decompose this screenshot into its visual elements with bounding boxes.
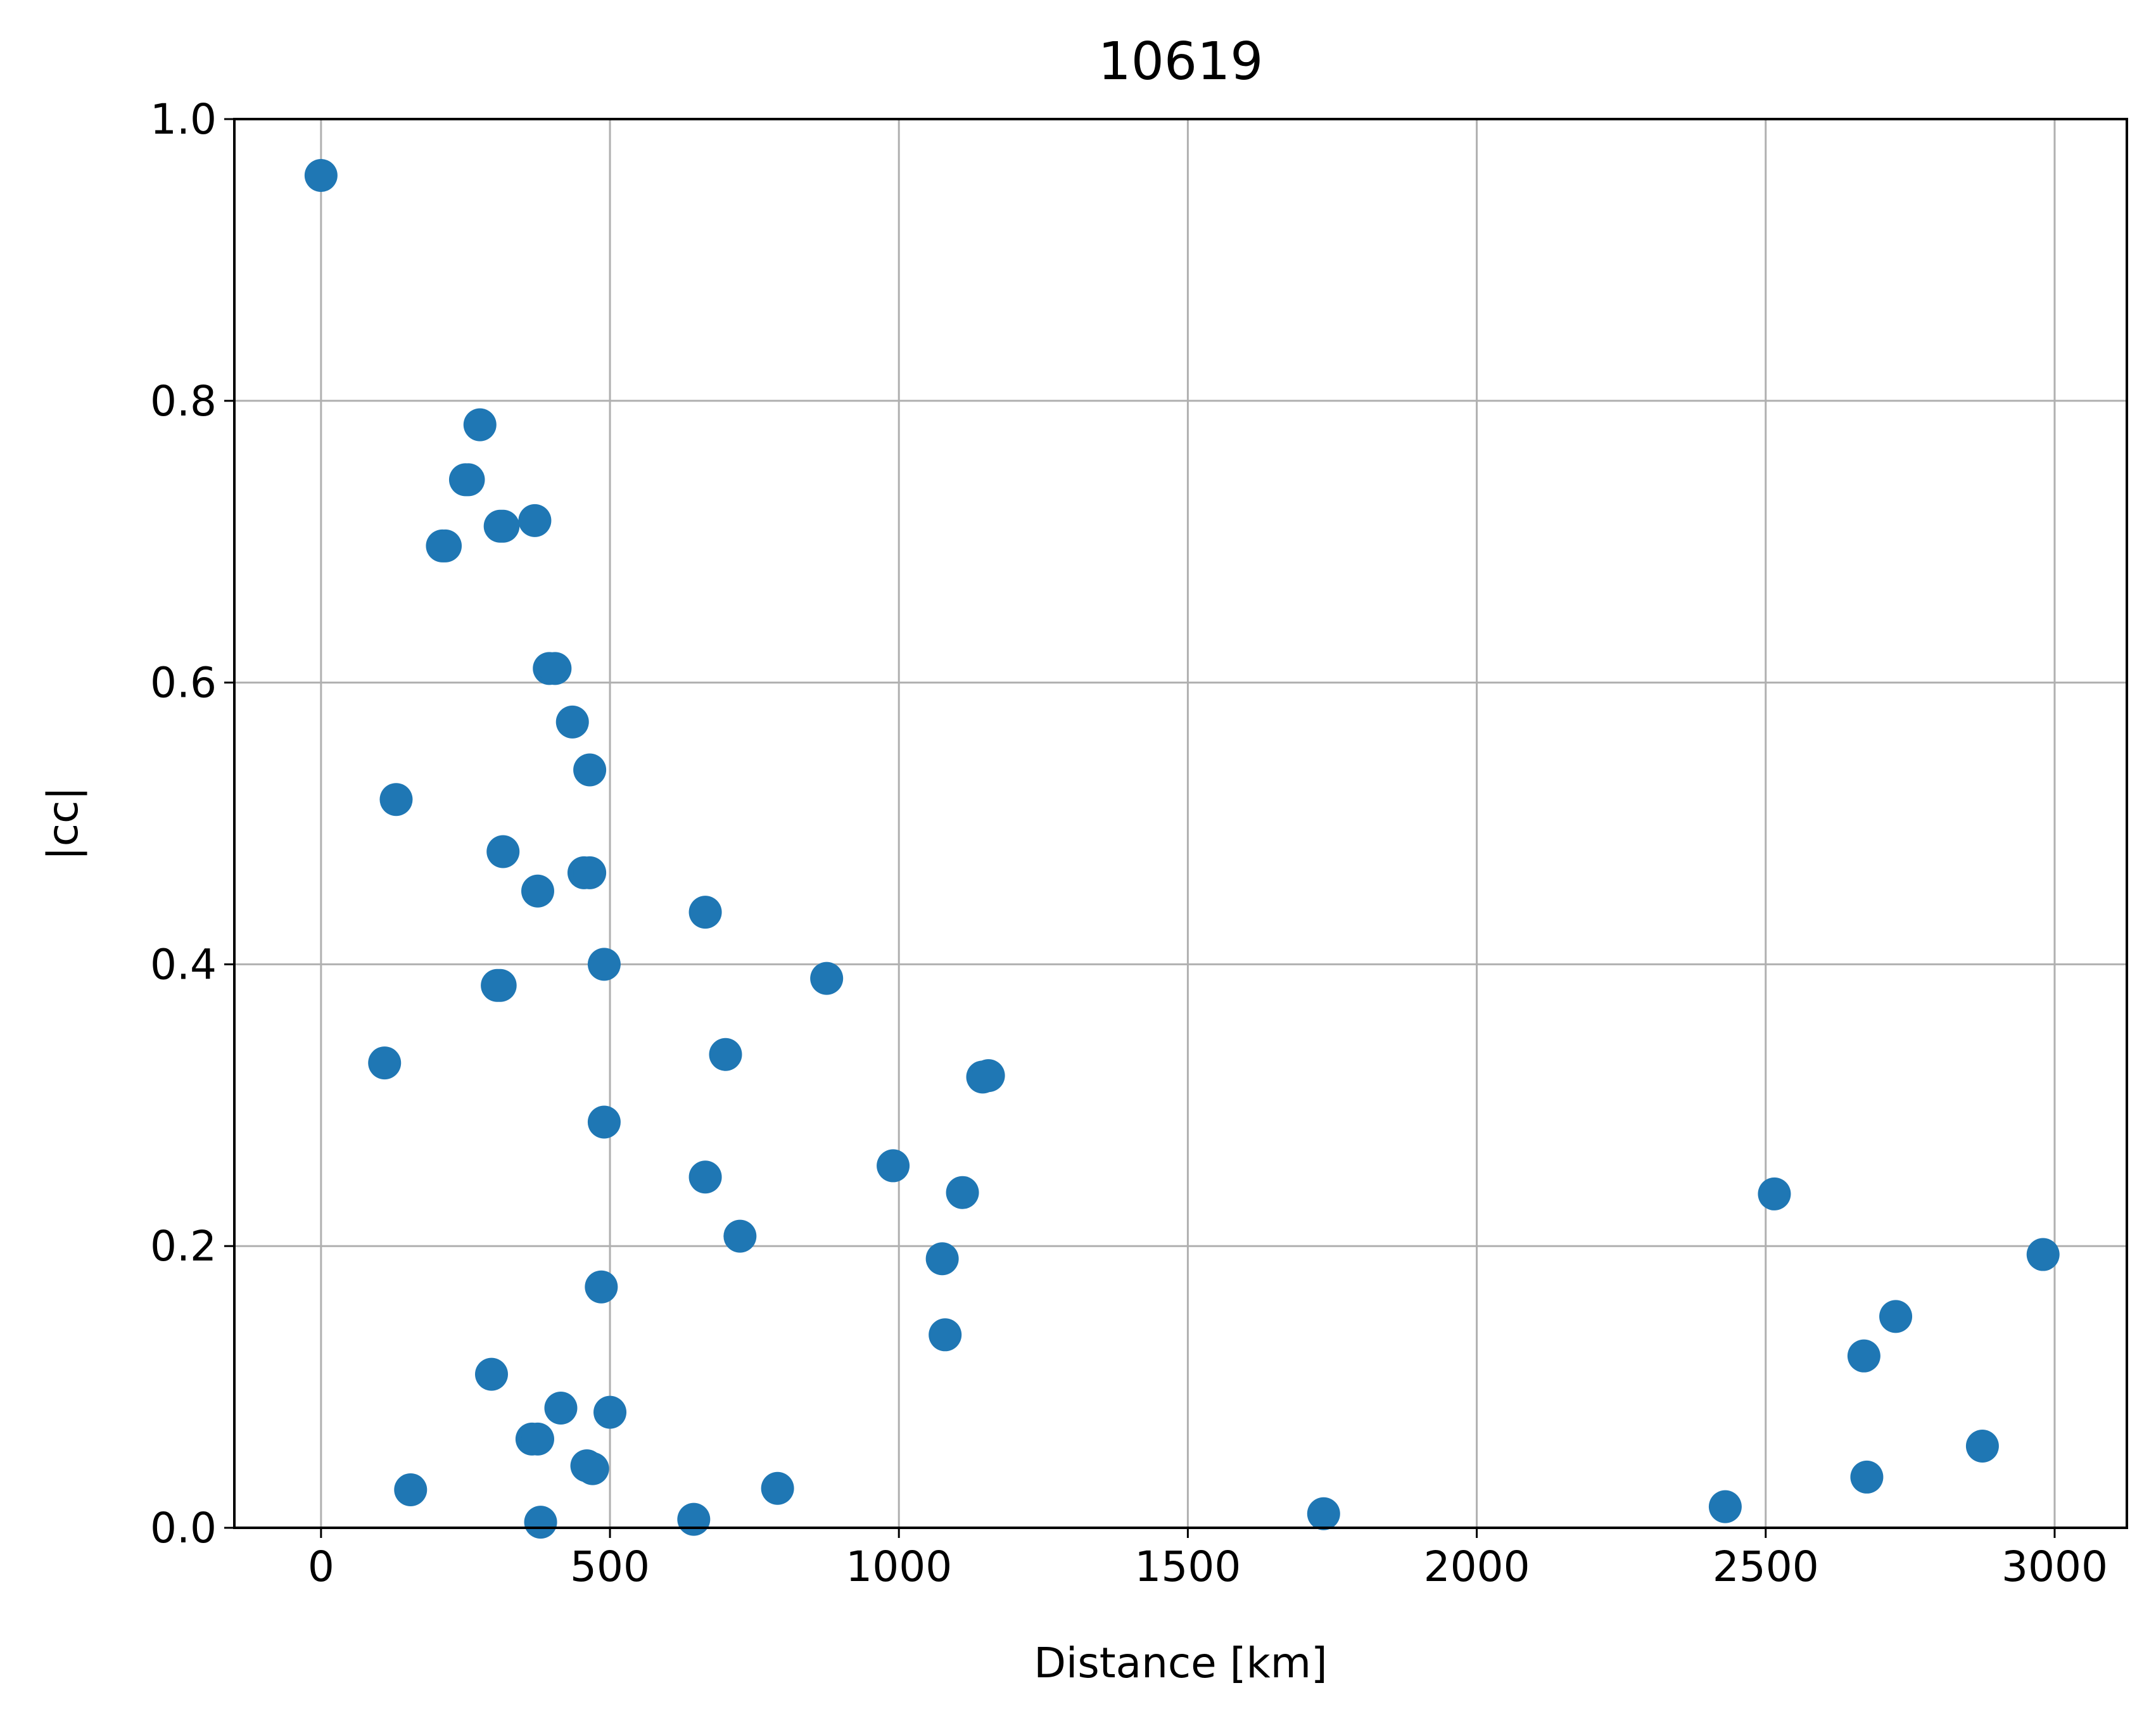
data-point	[709, 1038, 742, 1071]
data-point	[394, 1473, 428, 1506]
data-point	[585, 1270, 618, 1304]
y-tick-label: 0.2	[150, 1222, 217, 1271]
data-point	[538, 652, 572, 685]
y-tick-label: 0.0	[150, 1504, 217, 1553]
plot-frame	[233, 118, 2128, 1529]
data-point	[486, 509, 520, 543]
data-point	[573, 856, 607, 889]
x-tick-label: 2000	[1424, 1542, 1530, 1591]
x-tick-label: 2500	[1713, 1542, 1819, 1591]
data-point	[929, 1318, 962, 1352]
data-point	[475, 1357, 509, 1391]
data-point	[518, 504, 552, 537]
data-point	[483, 968, 517, 1002]
data-point	[304, 158, 338, 192]
data-point	[1965, 1430, 1999, 1463]
data-point	[925, 1242, 959, 1276]
data-point	[2026, 1238, 2060, 1271]
data-point	[587, 1105, 621, 1139]
x-axis-label: Distance [km]	[1034, 1639, 1328, 1687]
data-point	[677, 1502, 711, 1536]
y-tick-label: 0.6	[150, 659, 217, 708]
data-point	[1879, 1300, 1913, 1333]
x-tick-label: 3000	[2001, 1542, 2108, 1591]
data-point	[1850, 1460, 1884, 1494]
data-point	[379, 783, 413, 816]
x-tick-label: 1500	[1134, 1542, 1241, 1591]
data-point	[1708, 1490, 1742, 1523]
data-point	[1758, 1177, 1791, 1210]
data-point	[576, 1452, 609, 1485]
data-point	[452, 463, 485, 497]
y-axis-label: |cc|	[39, 786, 87, 860]
x-axis-ticks: 0 500 1000 1500 2000 2500 3000	[308, 1528, 2108, 1591]
data-point	[463, 408, 497, 441]
x-tick-label: 1000	[846, 1542, 952, 1591]
data-points	[304, 158, 2060, 1539]
data-point	[1307, 1497, 1340, 1530]
y-tick-label: 0.4	[150, 940, 217, 989]
data-point	[723, 1219, 757, 1253]
data-point	[486, 835, 520, 868]
data-point	[593, 1395, 627, 1429]
data-point	[521, 874, 554, 908]
chart-title: 10619	[1098, 32, 1264, 92]
data-point	[521, 1422, 554, 1456]
data-point	[810, 962, 844, 995]
data-point	[688, 1160, 722, 1194]
data-point	[555, 705, 589, 739]
data-point	[368, 1046, 402, 1080]
y-axis-ticks: 0.0 0.2 0.4 0.6 0.8 1.0	[150, 95, 234, 1553]
x-tick-label: 0	[308, 1542, 334, 1591]
data-point	[761, 1471, 794, 1505]
data-point	[1847, 1339, 1880, 1373]
data-point	[877, 1149, 910, 1183]
x-tick-label: 500	[570, 1542, 650, 1591]
data-point	[946, 1176, 979, 1209]
data-point	[573, 753, 607, 787]
data-point	[429, 529, 462, 562]
y-tick-label: 0.8	[150, 377, 217, 426]
data-point	[587, 948, 621, 981]
data-point	[524, 1506, 557, 1539]
y-tick-label: 1.0	[150, 95, 217, 144]
data-point	[544, 1391, 578, 1425]
data-point	[688, 896, 722, 929]
data-point	[972, 1059, 1005, 1093]
